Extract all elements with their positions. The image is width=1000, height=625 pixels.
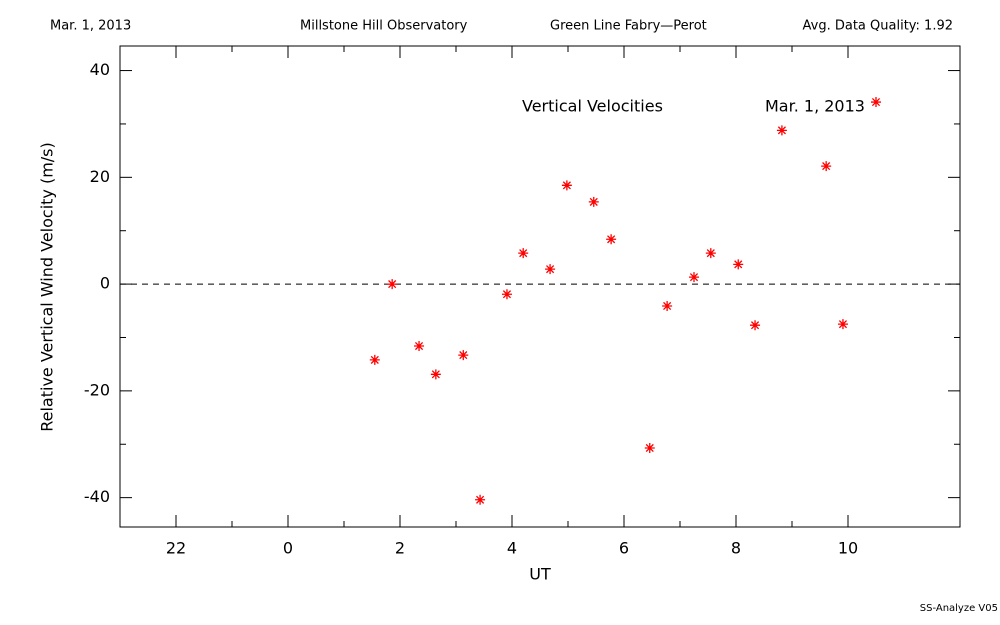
- data-point: [705, 248, 716, 259]
- x-tick-label: 0: [283, 539, 293, 558]
- data-point: [821, 161, 832, 172]
- y-tick-label: -20: [84, 380, 110, 399]
- footer: SS-Analyze V05: [920, 603, 998, 614]
- x-tick-label: 4: [507, 539, 517, 558]
- y-tick-label: -40: [84, 487, 110, 506]
- data-point: [733, 259, 744, 270]
- header-instrument: Green Line Fabry—Perot: [550, 19, 707, 34]
- data-point: [545, 264, 556, 275]
- data-point: [776, 125, 787, 136]
- data-point: [588, 196, 599, 207]
- data-point: [750, 320, 761, 331]
- plot-frame: [119, 45, 961, 528]
- data-point: [414, 341, 425, 352]
- x-tick-label: 10: [838, 539, 858, 558]
- data-point: [501, 289, 512, 300]
- data-point: [606, 234, 617, 245]
- chart-title: Vertical Velocities: [522, 97, 663, 116]
- data-point: [644, 442, 655, 453]
- y-axis-label: Relative Vertical Wind Velocity (m/s): [38, 142, 57, 432]
- data-point: [689, 272, 699, 283]
- data-point: [871, 97, 881, 108]
- header-date: Mar. 1, 2013: [50, 19, 131, 34]
- y-tick-label: 40: [90, 60, 110, 79]
- y-tick-label: 20: [90, 167, 110, 186]
- data-point: [369, 354, 380, 365]
- header-quality: Avg. Data Quality: 1.92: [803, 19, 953, 34]
- data-point: [387, 279, 398, 290]
- x-tick-label: 6: [619, 539, 629, 558]
- annotation: Mar. 1, 2013: [765, 97, 865, 116]
- data-point: [430, 369, 441, 380]
- x-tick-label: 8: [731, 539, 741, 558]
- x-tick-label: 22: [166, 539, 186, 558]
- x-tick-label: 2: [395, 539, 405, 558]
- data-point: [518, 248, 529, 259]
- data-point: [662, 300, 673, 311]
- data-point: [561, 180, 572, 191]
- data-point: [458, 350, 469, 361]
- header-site: Millstone Hill Observatory: [300, 19, 468, 34]
- x-axis-label: UT: [529, 565, 551, 584]
- data-point: [475, 494, 486, 505]
- y-tick-label: 0: [100, 274, 110, 293]
- data-point: [837, 319, 848, 330]
